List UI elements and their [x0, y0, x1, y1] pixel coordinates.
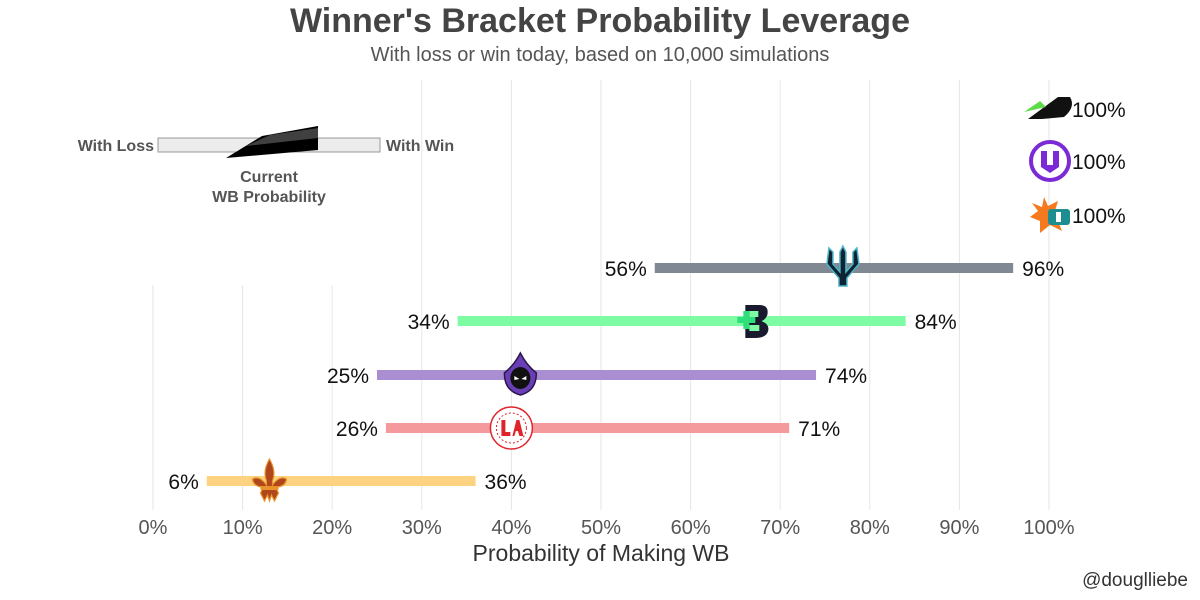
minnesota-rokkr-logo: [1029, 140, 1071, 182]
legend-win-label: With Win: [386, 138, 454, 155]
guerrillas-logo-face: [510, 367, 531, 389]
legion-logo-fleur: [251, 457, 288, 503]
rokkr-logo-shield: [1041, 151, 1059, 173]
legend-current-label-2: WB Probability: [212, 189, 326, 206]
x-tick-label: 50%: [581, 517, 621, 539]
x-tick-label: 10%: [223, 517, 263, 539]
win-value-label: 100%: [1072, 99, 1126, 122]
team-row: 34% 84%: [408, 305, 957, 338]
seattle-surge-logo: [826, 244, 860, 287]
legend-loss-label: With Loss: [78, 138, 154, 155]
houston-outlaws-logo: [1030, 197, 1070, 233]
outlaws-logo-h-gap: [1056, 212, 1061, 222]
win-value-label: 74%: [825, 365, 867, 388]
loss-value-label: 25%: [327, 365, 369, 388]
boston-breach-logo: [737, 305, 769, 338]
surge-logo-trident: [826, 244, 860, 287]
x-tick-label: 40%: [491, 517, 531, 539]
breach-logo-inner: [749, 311, 760, 331]
chart-marks: 100% 100% 100% 56% 96% 34% 84% 25% 74% 26% 71% 6% 36…: [168, 97, 1126, 503]
la-thieves-logo: [489, 406, 534, 450]
thieves-logo-ring: [495, 412, 527, 444]
win-value-label: 84%: [915, 311, 957, 334]
guerrillas-logo-eyes: [514, 376, 527, 380]
team-row: 100%: [1030, 197, 1126, 233]
x-tick-label: 20%: [312, 517, 352, 539]
chart-title: Winner's Bracket Probability Leverage: [289, 2, 910, 40]
legend-marker-highlight: [246, 128, 318, 146]
dallas-empire-logo: [1024, 97, 1072, 119]
x-tick-label: 60%: [671, 517, 711, 539]
dallas-empire-logo-star: [1024, 101, 1046, 112]
team-row: 100%: [1029, 140, 1126, 182]
team-row: 26% 71%: [336, 406, 840, 450]
win-value-label: 71%: [798, 418, 840, 441]
x-tick-label: 0%: [139, 517, 168, 539]
legend-current-label: Current: [240, 169, 298, 186]
loss-value-label: 34%: [408, 311, 450, 334]
loss-value-label: 56%: [605, 258, 647, 281]
author-credit: @douglliebe: [1082, 570, 1188, 591]
x-tick-label: 90%: [939, 517, 979, 539]
team-row: 25% 74%: [327, 351, 867, 396]
loss-value-label: 6%: [168, 471, 198, 494]
win-value-label: 100%: [1072, 205, 1126, 228]
x-axis: 0% 10% 20% 30% 40% 50% 60% 70% 80% 90% 100%: [139, 517, 1075, 539]
team-row: 56% 96%: [605, 244, 1064, 287]
win-value-label: 36%: [485, 471, 527, 494]
thieves-logo-la: [501, 420, 524, 436]
rokkr-logo-ring: [1029, 140, 1071, 182]
x-tick-label: 80%: [850, 517, 890, 539]
la-guerrillas-logo: [503, 351, 538, 396]
x-gridlines: [152, 80, 1050, 510]
loss-value-label: 26%: [336, 418, 378, 441]
dallas-empire-logo-shape: [1028, 97, 1072, 119]
paris-legion-logo: [251, 457, 288, 503]
chart-subtitle: With loss or win today, based on 10,000 …: [370, 44, 830, 66]
win-value-label: 100%: [1072, 151, 1126, 174]
win-value-label: 96%: [1022, 258, 1064, 281]
x-tick-label: 70%: [760, 517, 800, 539]
chart-legend: With Loss With Win Current WB Probabilit…: [78, 126, 454, 206]
legion-logo-band: [260, 486, 279, 490]
x-tick-label: 100%: [1023, 517, 1074, 539]
legend-current-marker: [226, 126, 318, 158]
team-row: 6% 36%: [168, 457, 527, 503]
breach-logo-clover: [737, 311, 756, 329]
x-tick-label: 30%: [402, 517, 442, 539]
x-axis-label: Probability of Making WB: [473, 540, 730, 566]
team-row: 100%: [1024, 97, 1126, 122]
